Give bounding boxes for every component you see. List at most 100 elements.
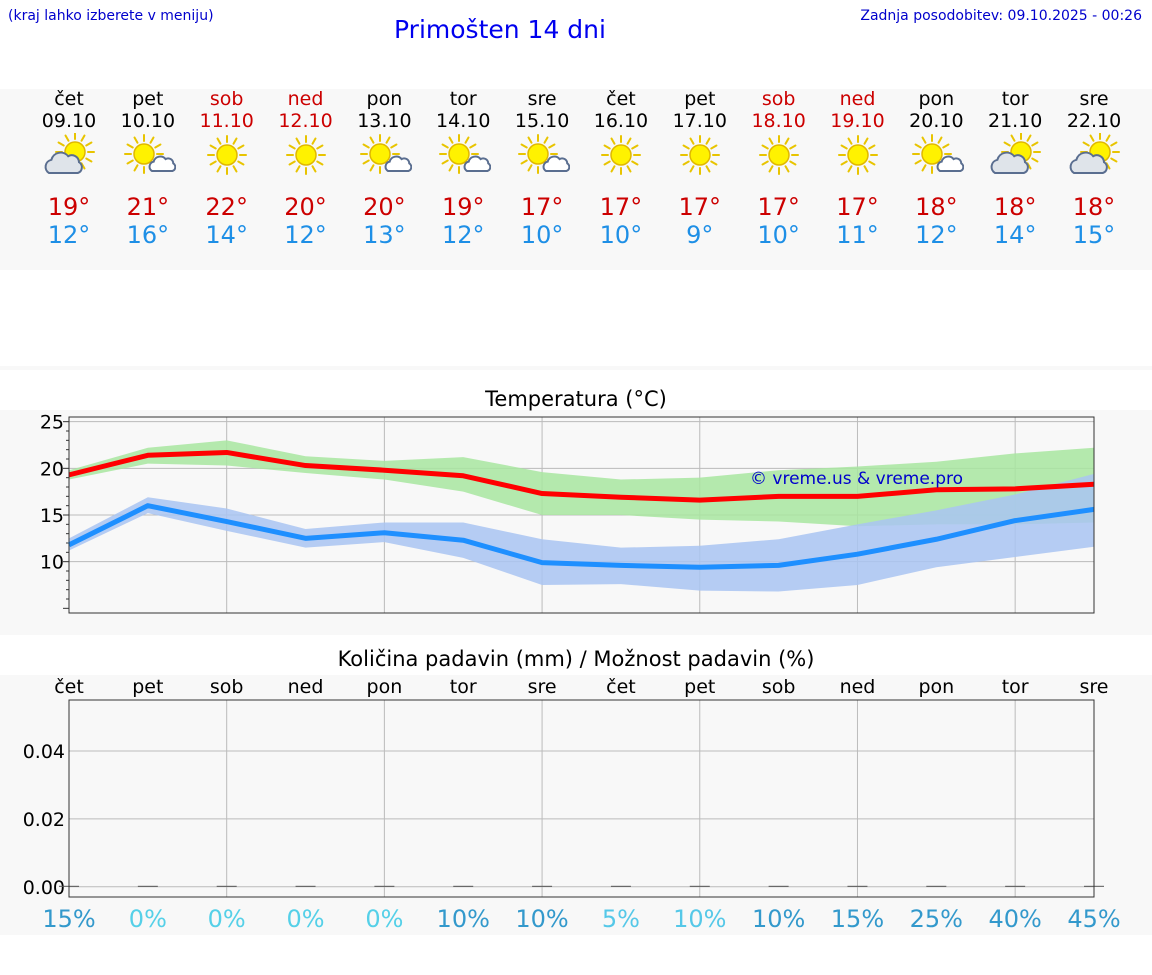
cloud-shape xyxy=(990,151,1030,174)
sun-ray xyxy=(133,136,139,144)
precipitation-probability: 40% xyxy=(988,905,1041,933)
day-column: sre 15.10 17° 10° xyxy=(502,88,582,249)
sun-disc xyxy=(133,143,155,165)
sun-ray xyxy=(149,136,155,144)
max-temperature-band xyxy=(69,440,1094,527)
min-temperature: 16° xyxy=(126,221,170,249)
day-label: ned xyxy=(840,676,876,698)
sun-ray xyxy=(315,160,324,166)
min-temperature: 12° xyxy=(284,221,327,249)
sun-ray xyxy=(441,143,449,149)
sun-ray xyxy=(295,137,301,145)
sun-icon xyxy=(206,135,247,175)
precipitation-bar xyxy=(216,885,237,887)
max-temperature: 18° xyxy=(915,193,958,221)
sun-ray xyxy=(543,136,549,144)
plot-area xyxy=(69,700,1094,897)
sun-ray xyxy=(626,137,632,145)
sun-ray xyxy=(682,160,690,166)
sun-ray xyxy=(448,164,454,172)
sun-disc xyxy=(767,144,790,166)
day-name: pon xyxy=(366,88,403,110)
sun-disc xyxy=(215,144,238,166)
sun-ray xyxy=(385,136,391,144)
cloud-shape xyxy=(148,155,176,172)
sun-ray xyxy=(133,164,139,172)
sun-ray xyxy=(788,144,797,150)
min-temperature: 10° xyxy=(757,221,800,249)
day-name: tor xyxy=(1001,88,1029,110)
sun-ray xyxy=(705,137,711,145)
min-temperature: 11° xyxy=(836,221,879,249)
day-column: tor 21.10 18° 14° xyxy=(975,88,1055,249)
sun-disc xyxy=(294,144,317,166)
y-tick-label: 10 xyxy=(40,552,64,574)
day-column: pon 20.10 18° 12° xyxy=(896,88,976,249)
day-name: čet xyxy=(54,88,84,110)
sun-disc xyxy=(527,143,549,165)
max-temperature-line xyxy=(68,449,1095,503)
sun-disc xyxy=(846,144,869,166)
min-temperature: 14° xyxy=(993,221,1037,249)
sun-ray xyxy=(626,165,632,173)
sun-ray xyxy=(847,165,852,173)
sun-small-cloud-icon xyxy=(439,134,492,174)
sun-disc xyxy=(448,143,470,165)
sun-ray xyxy=(631,144,639,150)
sun-ray xyxy=(937,136,943,144)
precipitation-bar xyxy=(532,885,553,887)
precipitation-bar xyxy=(926,885,947,887)
sun-ray xyxy=(1026,134,1032,142)
precipitation-probability: 25% xyxy=(910,905,963,933)
max-temperature: 17° xyxy=(520,193,564,221)
day-label: pet xyxy=(684,676,715,698)
cloud-shape xyxy=(542,155,571,172)
cloud-shape xyxy=(44,151,83,174)
day-label: čet xyxy=(54,676,84,698)
sun-ray xyxy=(520,159,528,165)
sun-ray xyxy=(520,143,528,149)
plot-frame xyxy=(68,699,1095,898)
sun-ray xyxy=(1110,141,1118,147)
sun-ray xyxy=(761,144,769,150)
max-temperature: 20° xyxy=(284,193,327,221)
y-tick-label: 0.00 xyxy=(23,877,65,899)
cloud-sun-icon xyxy=(44,133,95,174)
precipitation-probability: 0% xyxy=(208,905,246,933)
sun-ray xyxy=(840,160,848,166)
precipitation-probability: 10% xyxy=(437,905,490,933)
y-tick-label: 25 xyxy=(40,412,64,434)
day-date: 16.10 xyxy=(593,110,649,132)
temperature-chart-title: Temperatura (°C) xyxy=(485,387,667,411)
sun-ray xyxy=(682,144,690,150)
day-date: 15.10 xyxy=(514,110,570,132)
sun-ray xyxy=(288,160,296,166)
page-title: Primošten 14 dni xyxy=(394,15,606,44)
day-name: sre xyxy=(1079,88,1109,110)
sun-ray xyxy=(863,137,868,145)
cloud-sun-icon xyxy=(1069,133,1121,174)
sun-disc xyxy=(610,144,632,166)
divider xyxy=(0,366,1152,370)
sun-ray xyxy=(216,165,222,173)
sun-ray xyxy=(867,144,875,150)
sun-ray xyxy=(232,137,238,145)
sun-ray xyxy=(315,144,324,150)
sun-ray xyxy=(236,160,245,166)
sun-ray xyxy=(784,165,790,173)
sun-ray xyxy=(610,137,616,145)
sun-ray xyxy=(914,143,923,149)
sun-disc xyxy=(369,143,392,165)
sun-ray xyxy=(689,165,695,173)
day-date: 12.10 xyxy=(278,110,333,132)
precipitation-probability: 15% xyxy=(831,905,884,933)
sun-shape xyxy=(518,134,559,174)
max-temperature: 17° xyxy=(678,193,722,221)
temperature-chart: 10 15 20 25 © vreme.us & vreme.pro xyxy=(40,412,1095,614)
sun-ray xyxy=(527,164,533,172)
min-temperature: 13° xyxy=(363,221,406,249)
sun-ray xyxy=(126,143,134,149)
precipitation-probability: 0% xyxy=(286,905,324,933)
day-column: pon 13.10 20° 13° xyxy=(344,88,424,249)
sun-shape xyxy=(285,135,326,175)
